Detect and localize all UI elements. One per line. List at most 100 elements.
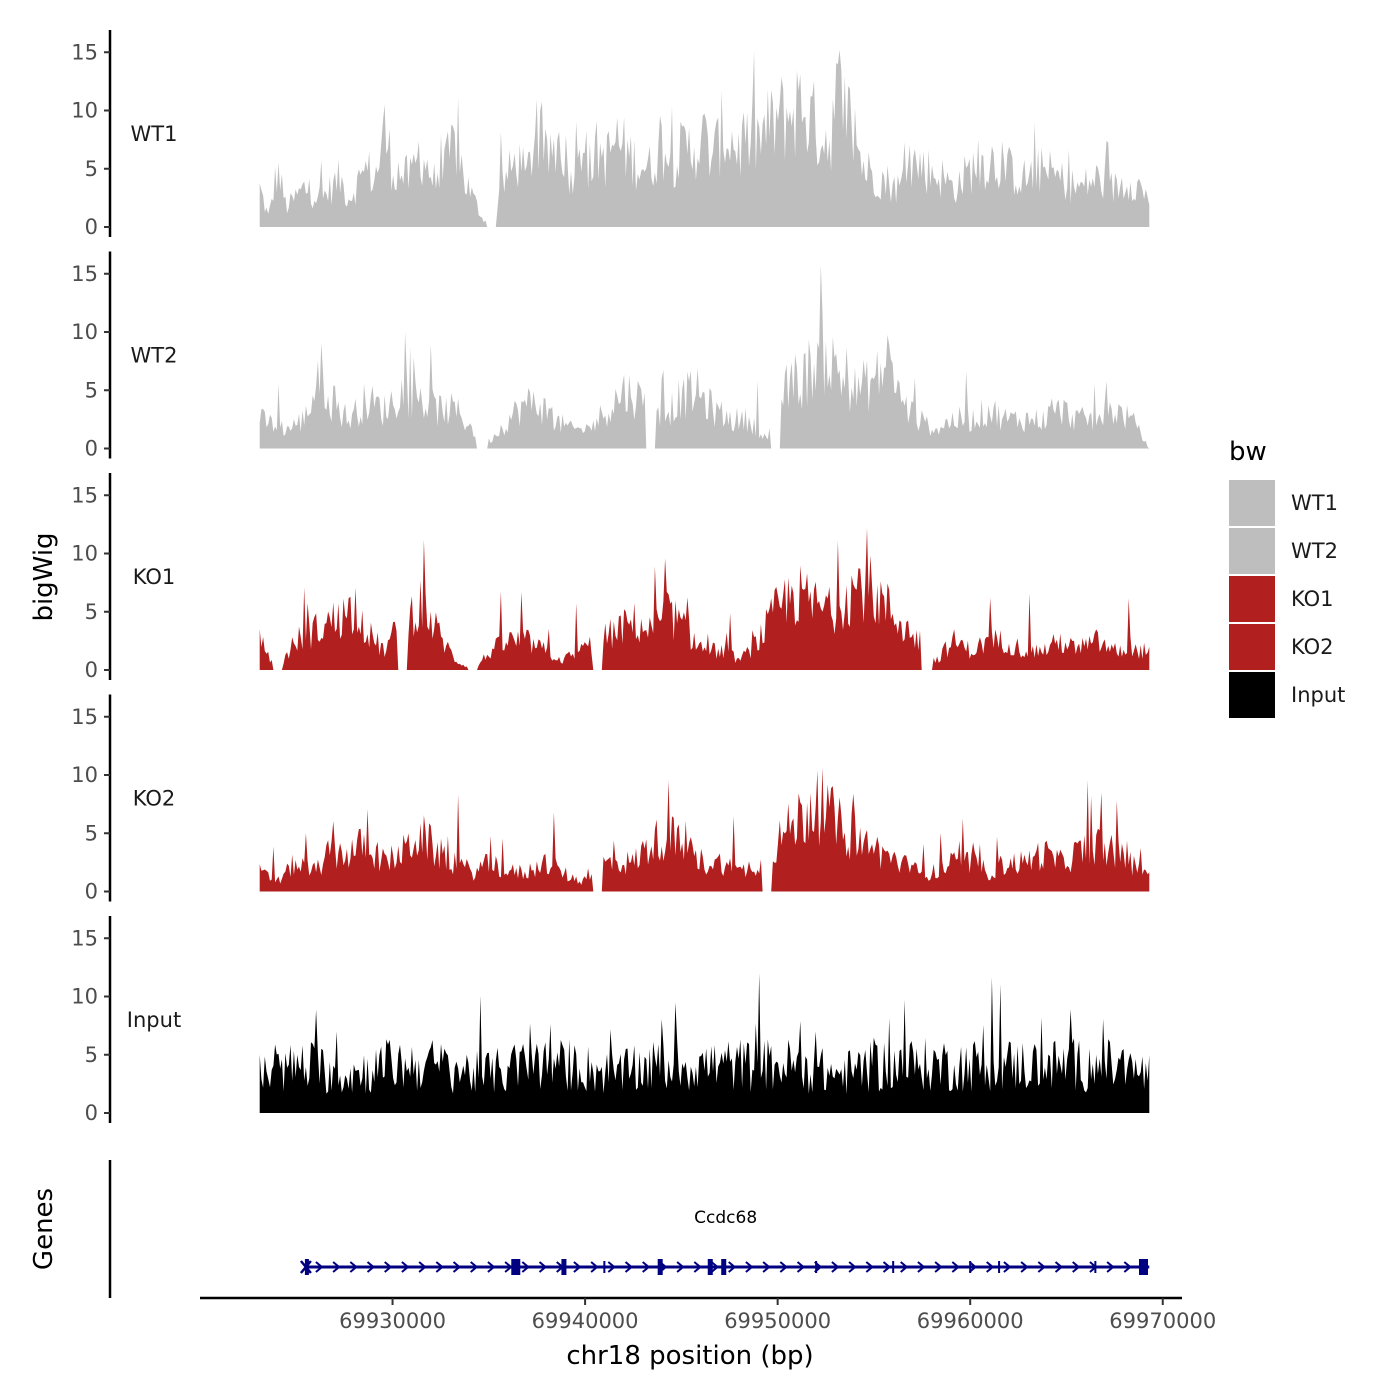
gene-exon	[603, 1261, 606, 1273]
y-axis-title: bigWig	[29, 532, 59, 621]
gene-exon	[304, 1259, 309, 1275]
strand-arrow-icon	[693, 1261, 702, 1273]
legend: bw WT1 WT2 KO1 KO2 Input	[1229, 437, 1345, 718]
legend-label-ko1: KO1	[1291, 587, 1334, 611]
y-tick-label: 10	[71, 985, 98, 1009]
gene-exon	[1094, 1261, 1097, 1273]
track-label-wt1: WT1	[131, 122, 178, 146]
strand-arrow-icon	[882, 1261, 892, 1273]
strand-arrow-icon	[607, 1261, 616, 1273]
genes-track-title: Genes	[29, 1188, 59, 1270]
strand-arrow-icon	[745, 1261, 754, 1273]
strand-arrow-icon	[435, 1261, 444, 1273]
strand-arrow-icon	[728, 1261, 737, 1273]
y-tick-label: 10	[71, 99, 98, 123]
y-tick-label: 15	[71, 926, 98, 950]
track-label-wt2: WT2	[131, 344, 178, 368]
x-tick-label: 69970000	[1109, 1309, 1216, 1333]
strand-arrow-icon	[1020, 1261, 1029, 1273]
y-tick-label: 10	[71, 320, 98, 344]
strand-arrow-icon	[452, 1261, 462, 1273]
strand-arrow-icon	[401, 1261, 410, 1273]
legend-swatch-wt2	[1229, 528, 1275, 574]
strand-arrow-icon	[349, 1261, 358, 1273]
strand-arrow-icon	[796, 1261, 806, 1273]
strand-arrow-icon	[917, 1261, 926, 1273]
y-tick-label: 10	[71, 542, 98, 566]
strand-arrow-icon	[779, 1261, 788, 1273]
legend-swatch-ko1	[1229, 576, 1275, 622]
strand-arrow-icon	[1037, 1261, 1046, 1273]
y-tick-label: 0	[85, 1101, 98, 1125]
y-tick-label: 15	[71, 483, 98, 507]
gene-exon	[998, 1261, 1001, 1273]
strand-arrow-icon	[848, 1261, 857, 1273]
track-panel-wt2: 0 5 10 15 WT2	[71, 251, 1150, 461]
track-panel-ko1: 0 5 10 15 KO1	[71, 473, 1150, 682]
track-label-ko1: KO1	[133, 565, 176, 589]
track-signal-area-wt1	[259, 49, 1150, 227]
strand-arrow-icon	[573, 1261, 582, 1273]
strand-arrow-icon	[624, 1261, 634, 1273]
genes-layer: Ccdc68	[108, 1160, 1150, 1298]
track-label-ko2: KO2	[133, 787, 176, 811]
gene-exon	[815, 1261, 818, 1273]
strand-arrow-icon	[900, 1261, 909, 1273]
track-signal-area-wt2	[259, 264, 1150, 449]
strand-arrow-icon	[968, 1261, 978, 1273]
strand-arrow-icon	[366, 1261, 376, 1273]
strand-arrow-icon	[762, 1261, 771, 1273]
y-tick-label: 5	[85, 600, 98, 624]
strand-arrow-icon	[332, 1261, 341, 1273]
track-panel-wt1: 0 5 10 15 WT1	[71, 30, 1150, 239]
legend-label-ko2: KO2	[1291, 635, 1334, 659]
track-label-input: Input	[127, 1008, 181, 1032]
legend-label-wt1: WT1	[1291, 491, 1338, 515]
strand-arrow-icon	[951, 1261, 960, 1273]
y-tick-label: 15	[71, 40, 98, 64]
strand-arrow-icon	[470, 1261, 479, 1273]
y-tick-label: 0	[85, 880, 98, 904]
legend-swatch-wt1	[1229, 480, 1275, 526]
x-axis: 69930000 69940000 69950000 69960000 69970000	[200, 1296, 1216, 1333]
y-tick-label: 5	[85, 821, 98, 845]
x-axis-title: chr18 position (bp)	[566, 1341, 813, 1371]
gene-exon	[657, 1259, 663, 1275]
strand-arrow-icon	[504, 1261, 513, 1273]
legend-label-wt2: WT2	[1291, 539, 1338, 563]
gene-exon	[1138, 1259, 1148, 1275]
legend-label-input: Input	[1291, 683, 1345, 707]
y-tick-label: 15	[71, 262, 98, 286]
strand-arrow-icon	[1054, 1261, 1064, 1273]
y-tick-label: 5	[85, 1043, 98, 1067]
y-tick-label: 5	[85, 157, 98, 181]
strand-arrow-icon	[521, 1261, 530, 1273]
strand-arrow-icon	[710, 1261, 720, 1273]
y-tick-label: 0	[85, 658, 98, 682]
strand-arrow-icon	[1072, 1261, 1081, 1273]
strand-arrow-icon	[986, 1261, 995, 1273]
strand-arrow-icon	[676, 1261, 685, 1273]
tracks-layer: 0 5 10 15 WT1 0 5 10 15 WT2 0 5 10 15 KO1 0 5 10 15 KO2 0 5 10…	[71, 30, 1150, 1125]
strand-arrow-icon	[487, 1261, 496, 1273]
y-tick-label: 5	[85, 378, 98, 402]
x-tick-label: 69930000	[339, 1309, 446, 1333]
y-tick-label: 10	[71, 763, 98, 787]
track-signal-area-ko2	[259, 767, 1150, 892]
strand-arrow-icon	[590, 1261, 599, 1273]
strand-arrow-icon	[831, 1261, 840, 1273]
y-tick-label: 15	[71, 705, 98, 729]
strand-arrow-icon	[384, 1261, 393, 1273]
gene-exon	[892, 1261, 895, 1273]
strand-arrow-icon	[934, 1261, 943, 1273]
strand-arrow-icon	[1106, 1261, 1115, 1273]
x-tick-label: 69960000	[917, 1309, 1024, 1333]
legend-title: bw	[1229, 437, 1267, 467]
gene-exon	[707, 1259, 713, 1275]
track-panel-ko2: 0 5 10 15 KO2	[71, 694, 1150, 904]
strand-arrow-icon	[315, 1261, 324, 1273]
track-panel-input: 0 5 10 15 Input	[71, 916, 1150, 1125]
strand-arrow-icon	[642, 1261, 651, 1273]
